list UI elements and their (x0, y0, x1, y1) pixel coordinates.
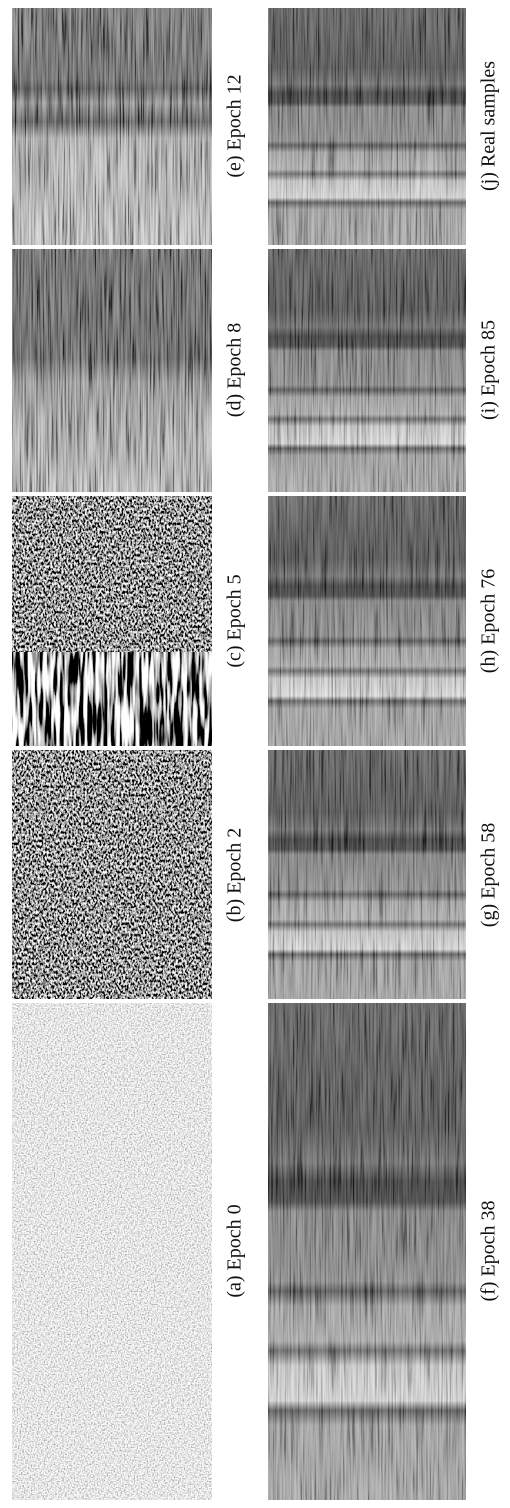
caption: (d) Epoch 8 (224, 323, 246, 417)
panel-f (268, 1003, 466, 1500)
panel-d (12, 249, 212, 492)
caption: (b) Epoch 2 (224, 828, 246, 922)
caption: (g) Epoch 58 (478, 823, 500, 927)
panel-c (12, 496, 212, 746)
panel-j (268, 8, 466, 245)
panel-h (268, 496, 466, 746)
caption: (i) Epoch 85 (478, 320, 500, 420)
panel-i (268, 249, 466, 492)
caption: (c) Epoch 5 (224, 574, 246, 667)
caption: (j) Real samples (478, 61, 500, 191)
caption: (a) Epoch 0 (224, 1204, 246, 1297)
caption: (e) Epoch 12 (224, 74, 246, 177)
panel-e (12, 8, 212, 245)
caption: (h) Epoch 76 (478, 569, 500, 673)
panel-g (268, 750, 466, 999)
caption: (f) Epoch 38 (478, 1200, 500, 1301)
panel-b (12, 750, 212, 999)
panel-a (12, 1003, 212, 1500)
